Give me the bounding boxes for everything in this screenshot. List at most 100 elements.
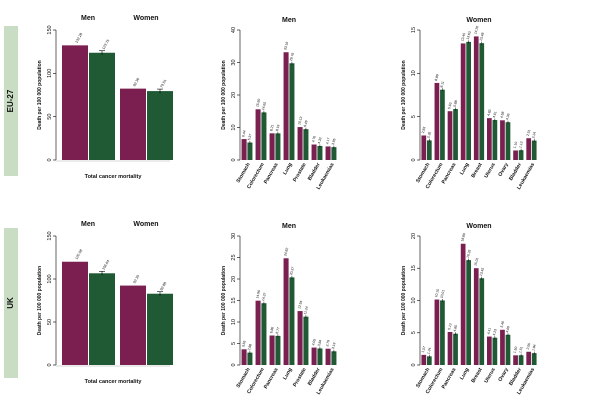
x-tick-label: Ovary — [497, 367, 510, 383]
y-tick-label: 50 — [47, 319, 53, 325]
data-label: 13.48 — [479, 32, 485, 41]
x-tick-label: Ovary — [497, 162, 510, 178]
bar-second — [331, 351, 337, 365]
data-label: 2.83 — [421, 126, 427, 134]
data-label: 29.76 — [289, 52, 295, 61]
y-tick-label: 0 — [411, 363, 417, 366]
data-label: 3.79 — [325, 339, 331, 347]
data-label: 8.89 — [434, 74, 440, 82]
group-title: Women — [133, 221, 158, 228]
bar-second — [261, 303, 267, 365]
bar-second — [479, 43, 485, 160]
bar-second — [492, 337, 498, 365]
data-label: 4.36 — [505, 113, 511, 121]
y-tick-label: 10 — [411, 70, 417, 76]
bar-first — [526, 351, 532, 365]
bar-second — [505, 334, 511, 365]
bar-second — [247, 142, 253, 160]
data-label: 5.63 — [447, 102, 453, 110]
data-label: 4.85 — [453, 324, 459, 332]
y-tick-label: 15 — [411, 27, 417, 33]
data-label: 13.45 — [460, 32, 466, 41]
row-label: UK — [6, 297, 15, 309]
data-label: 10.01 — [440, 289, 446, 298]
bar-second — [531, 140, 537, 160]
bar-first — [241, 349, 247, 365]
data-label: 6.77 — [275, 327, 281, 335]
y-tick-label: 30 — [231, 59, 237, 65]
group-title: Men — [81, 15, 95, 22]
y-tick-label: 10 — [231, 319, 237, 325]
panel-title: Women — [466, 17, 491, 24]
y-tick-label: 20 — [411, 233, 417, 239]
y-tick-label: 0 — [231, 158, 237, 161]
data-label: 12.54 — [297, 300, 303, 309]
bar-first — [283, 258, 289, 365]
data-label: 9.49 — [303, 120, 309, 128]
y-tick-label: 0 — [47, 363, 53, 366]
bar-second — [261, 112, 267, 160]
data-label: 4.05 — [311, 338, 317, 346]
data-label: 120.08 — [74, 249, 83, 261]
bar-first — [120, 88, 146, 160]
y-tick-label: 150 — [47, 25, 53, 34]
data-label: 4.83 — [486, 109, 492, 117]
bar-second — [466, 260, 472, 365]
bar-second — [426, 140, 432, 160]
bar-first — [500, 120, 505, 160]
data-label: 79.51 — [159, 79, 167, 89]
bar-first — [513, 150, 518, 160]
y-tick-label: 15 — [411, 265, 417, 271]
bar-second — [303, 316, 309, 365]
data-label: 1.84 — [531, 344, 537, 352]
bar-first — [255, 109, 261, 160]
data-label: 24.82 — [283, 247, 289, 256]
y-tick-label: 25 — [231, 254, 237, 260]
bar-first — [241, 139, 247, 160]
data-label: 106.64 — [101, 259, 110, 271]
data-label: 2.88 — [247, 343, 253, 351]
y-tick-label: 5 — [411, 115, 417, 118]
bar-first — [513, 355, 518, 365]
data-label: 13.63 — [466, 31, 472, 40]
data-label: 11.24 — [303, 306, 309, 315]
row-label-band — [4, 228, 18, 378]
bar-first — [297, 311, 303, 365]
y-tick-label: 100 — [47, 69, 53, 78]
bar-second — [479, 278, 485, 365]
bar-second — [505, 122, 511, 160]
data-label: 16.26 — [466, 249, 472, 258]
data-label: 132.28 — [74, 32, 83, 44]
data-label: 14.37 — [261, 292, 267, 301]
y-tick-label: 40 — [231, 27, 237, 33]
data-label: 10.15 — [434, 288, 440, 297]
data-label: 1.57 — [421, 346, 427, 354]
bar-second — [426, 356, 432, 365]
bar-first — [460, 243, 466, 365]
x-tick-label: Bladder — [307, 367, 322, 387]
data-label: 3.95 — [331, 138, 337, 146]
bar-first — [447, 331, 453, 365]
y-axis-label: Death per 100 000 population — [221, 266, 227, 335]
bar-second — [317, 145, 323, 160]
data-label: 13.45 — [479, 267, 485, 276]
bar-second — [147, 91, 173, 160]
x-tick-label: Prostate — [292, 367, 308, 388]
panel-title: Men — [282, 223, 296, 230]
data-label: 10.13 — [297, 116, 303, 125]
bar-first — [269, 335, 275, 365]
row-label: EU-27 — [6, 89, 15, 112]
data-label: 8.21 — [269, 124, 275, 132]
data-label: 5.37 — [247, 133, 253, 141]
y-axis-label: Death per 100 000 population — [37, 266, 43, 335]
bar-first — [325, 348, 331, 365]
data-label: 1.34 — [426, 347, 432, 355]
data-label: 82.36 — [132, 77, 140, 87]
x-tick-label: Lung — [282, 162, 294, 176]
y-tick-label: 50 — [47, 114, 53, 120]
y-tick-label: 5 — [411, 331, 417, 334]
x-tick-label: Breast — [470, 367, 483, 384]
bar-first — [434, 299, 440, 365]
bar-first — [460, 43, 466, 160]
